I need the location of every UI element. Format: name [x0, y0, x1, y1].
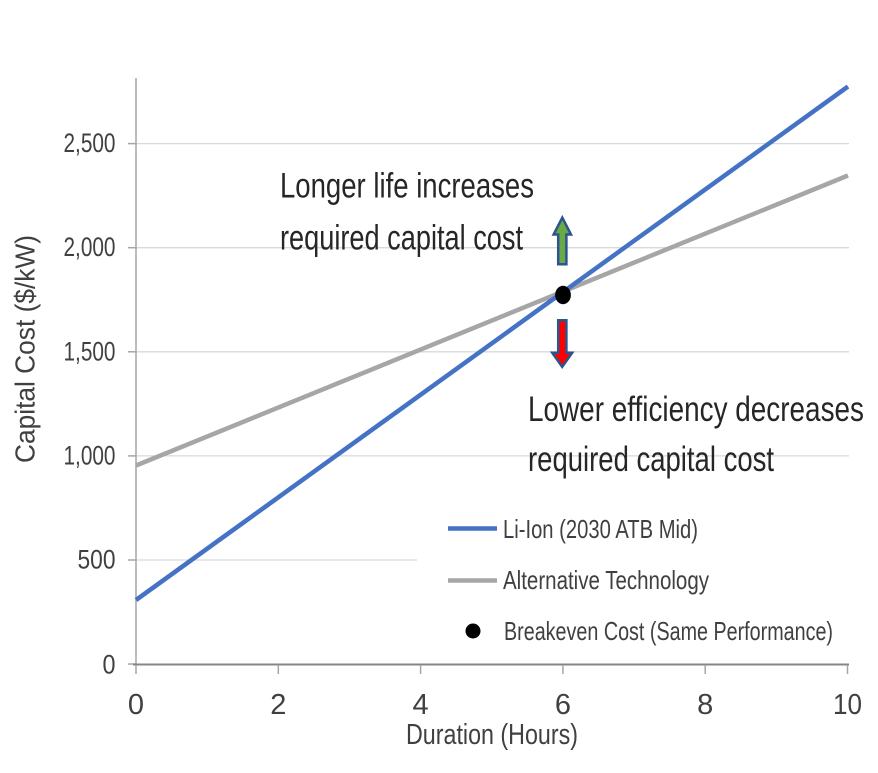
svg-text:Capital Cost ($/kW): Capital Cost ($/kW) — [10, 235, 41, 463]
svg-text:2: 2 — [270, 689, 286, 721]
svg-text:6: 6 — [555, 689, 571, 721]
svg-text:Alternative Technology: Alternative Technology — [503, 565, 709, 595]
svg-text:8: 8 — [697, 689, 713, 721]
svg-text:0: 0 — [128, 689, 144, 721]
svg-text:2,000: 2,000 — [64, 232, 116, 262]
svg-text:Duration (Hours): Duration (Hours) — [406, 719, 578, 751]
svg-text:Longer life increases: Longer life increases — [280, 167, 534, 206]
svg-text:500: 500 — [78, 545, 116, 575]
svg-text:required capital cost: required capital cost — [280, 219, 523, 258]
svg-text:1,000: 1,000 — [64, 440, 116, 470]
svg-text:1,500: 1,500 — [64, 336, 116, 366]
svg-text:0: 0 — [103, 650, 116, 680]
svg-text:2,500: 2,500 — [64, 128, 116, 158]
svg-text:4: 4 — [413, 689, 429, 721]
svg-text:10: 10 — [833, 689, 862, 721]
svg-text:required capital cost: required capital cost — [528, 440, 774, 479]
svg-text:Breakeven Cost (Same Performan: Breakeven Cost (Same Performance) — [504, 616, 833, 646]
svg-text:Li-Ion (2030 ATB Mid): Li-Ion (2030 ATB Mid) — [503, 514, 698, 544]
svg-text:Lower efficiency decreases: Lower efficiency decreases — [528, 390, 864, 429]
